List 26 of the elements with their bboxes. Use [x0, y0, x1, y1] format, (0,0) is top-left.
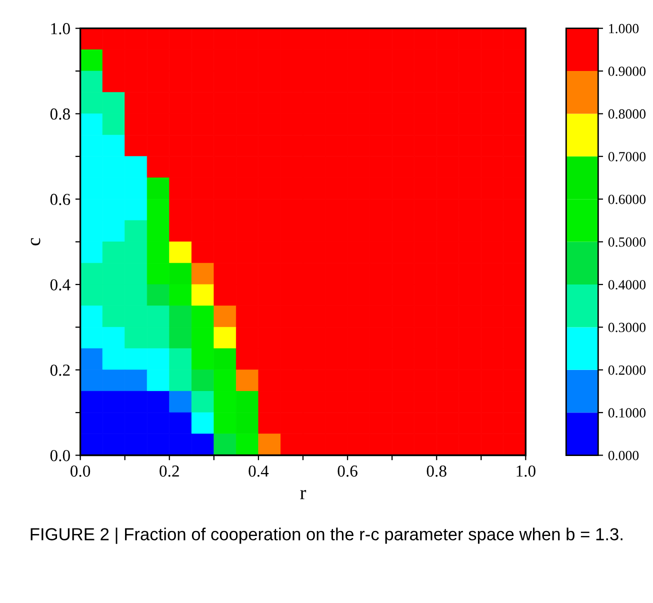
x-tick-label: 1.0 — [516, 465, 536, 477]
caption: FIGURE 2 | Fraction of cooperation on the r-c parameter space when b = 1.3. — [30, 528, 622, 544]
x-tick-label: 0.2 — [160, 465, 179, 477]
color-bar-label: 0.000 — [608, 450, 639, 460]
x-tick-label: 0.8 — [426, 465, 446, 477]
y-tick-label: 0.0 — [50, 450, 70, 462]
x-tick-label: 0.6 — [338, 465, 358, 477]
color-bar-label: 0.8000 — [608, 109, 646, 119]
color-bar-label: 0.5000 — [608, 237, 646, 247]
y-axis-title: c — [30, 238, 40, 246]
y-tick-label: 0.4 — [50, 279, 70, 291]
color-bar-label: 0.1000 — [608, 408, 646, 418]
y-tick-label: 1.0 — [51, 23, 70, 34]
color-bar-label: 0.2000 — [608, 365, 646, 375]
y-tick-label: 0.6 — [50, 194, 70, 206]
color-bar-label: 0.3000 — [608, 322, 646, 332]
color-bar-label: 0.7000 — [608, 152, 646, 162]
color-bar-label: 0.4000 — [608, 280, 646, 290]
x-axis-title: r — [300, 490, 306, 500]
color-bar-label: 0.6000 — [608, 194, 646, 204]
x-tick-label: 0.4 — [248, 465, 269, 477]
color-bar-label: 0.9000 — [608, 66, 646, 76]
x-tick-label: 0.0 — [70, 465, 90, 477]
y-tick-label: 0.2 — [50, 364, 70, 376]
y-tick-label: 0.8 — [50, 108, 70, 120]
color-bar-label: 1.000 — [609, 24, 639, 34]
